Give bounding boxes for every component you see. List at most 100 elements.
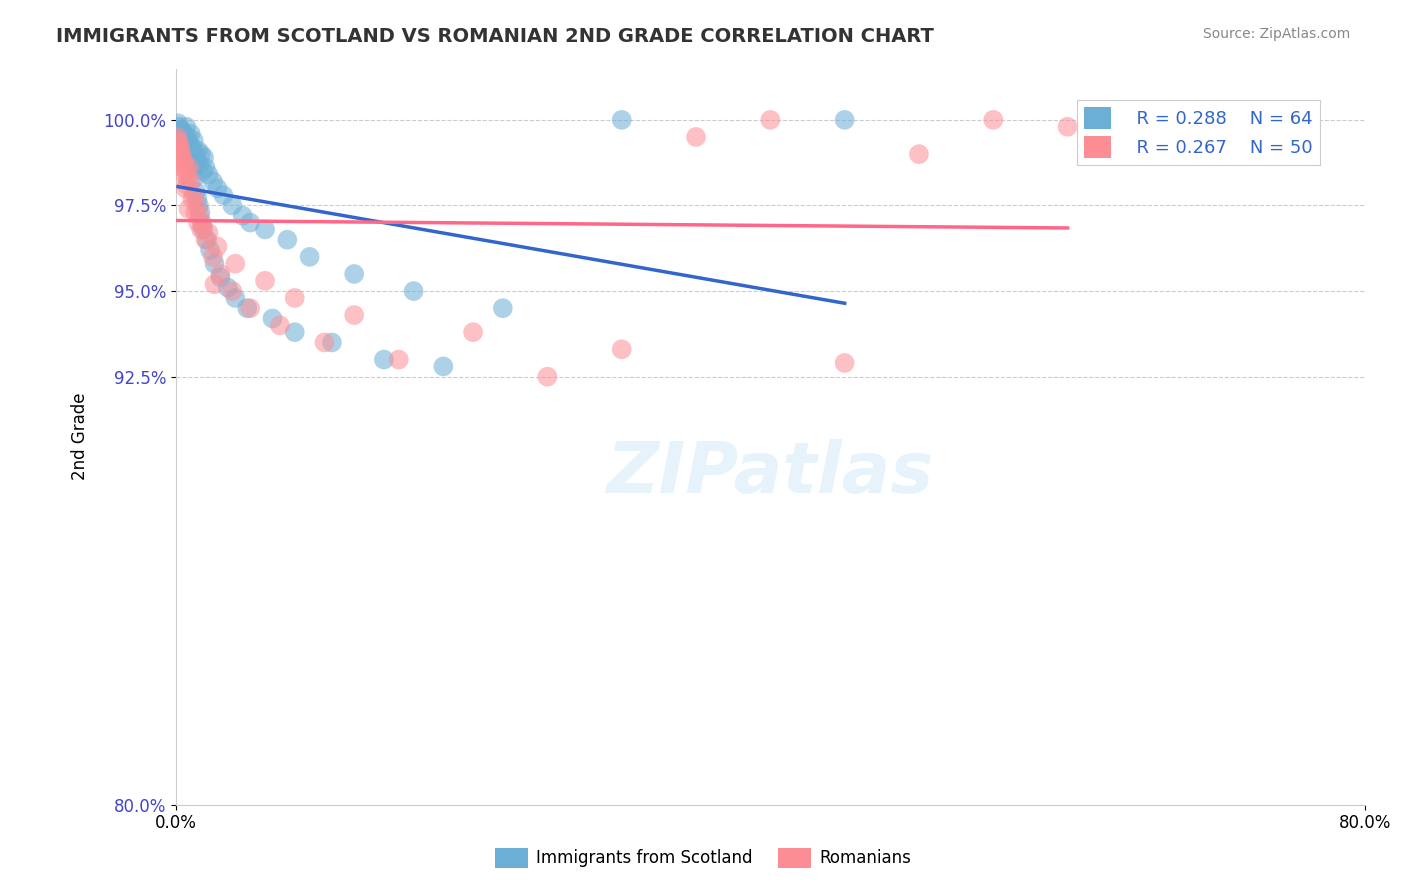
Point (194, 161, 217, 175)
Point (193, 222, 215, 236)
Point (172, 130, 194, 145)
Point (239, 216, 262, 230)
Point (190, 147, 212, 161)
Point (183, 133, 205, 147)
Point (172, 127, 194, 141)
Point (167, 136, 190, 151)
Point (402, 284, 425, 298)
Point (174, 120, 197, 134)
Point (184, 147, 207, 161)
Point (172, 153, 194, 168)
Point (834, 356, 856, 370)
Point (177, 130, 200, 145)
Point (209, 267, 232, 281)
Point (284, 325, 307, 339)
Point (187, 144, 209, 158)
Point (170, 127, 193, 141)
Point (253, 274, 276, 288)
Text: ZIPatlas: ZIPatlas (606, 439, 934, 508)
Point (173, 133, 195, 147)
Point (186, 192, 208, 206)
Point (177, 144, 200, 158)
Point (217, 280, 239, 294)
Point (169, 144, 191, 158)
Point (224, 291, 246, 305)
Point (908, 147, 931, 161)
Legend: Immigrants from Scotland, Romanians: Immigrants from Scotland, Romanians (488, 841, 918, 875)
Point (207, 181, 229, 195)
Point (170, 151, 193, 165)
Point (183, 171, 205, 186)
Point (207, 239, 229, 253)
Point (204, 257, 226, 271)
Point (180, 127, 202, 141)
Point (461, 325, 484, 339)
Point (173, 157, 195, 171)
Y-axis label: 2nd Grade: 2nd Grade (72, 392, 89, 481)
Point (187, 198, 209, 212)
Text: Source: ZipAtlas.com: Source: ZipAtlas.com (1202, 27, 1350, 41)
Point (167, 120, 190, 134)
Point (177, 202, 200, 216)
Point (169, 130, 191, 145)
Point (343, 267, 366, 281)
Point (188, 209, 211, 223)
Point (232, 209, 254, 223)
Point (373, 352, 395, 367)
Point (262, 311, 284, 326)
Point (180, 174, 202, 188)
Point (212, 188, 235, 202)
Point (167, 133, 190, 147)
Point (685, 130, 707, 145)
Point (201, 250, 224, 264)
Point (343, 308, 366, 322)
Point (177, 171, 200, 186)
Point (179, 151, 201, 165)
Point (298, 250, 321, 264)
Point (239, 301, 262, 316)
Point (610, 343, 633, 357)
Point (166, 130, 188, 145)
Point (1056, 120, 1078, 134)
Point (492, 301, 515, 316)
Point (180, 153, 202, 168)
Point (284, 291, 307, 305)
Point (191, 164, 214, 178)
Point (176, 133, 198, 147)
Point (173, 168, 195, 182)
Point (183, 188, 205, 202)
Point (173, 136, 195, 151)
Point (169, 140, 191, 154)
Point (195, 233, 218, 247)
Point (181, 192, 204, 206)
Point (188, 157, 211, 171)
Point (184, 205, 207, 219)
Point (221, 284, 243, 298)
Point (167, 116, 190, 130)
Point (186, 198, 208, 212)
Point (276, 233, 298, 247)
Point (536, 369, 558, 384)
Point (253, 222, 276, 236)
Point (191, 216, 214, 230)
Point (179, 136, 201, 151)
Point (174, 164, 197, 178)
Point (204, 277, 226, 292)
Point (193, 151, 215, 165)
Point (224, 257, 246, 271)
Point (194, 233, 217, 247)
Point (209, 270, 232, 285)
Point (321, 335, 343, 350)
Point (834, 112, 856, 127)
Point (179, 161, 201, 175)
Point (170, 123, 193, 137)
Point (314, 335, 336, 350)
Point (197, 226, 219, 240)
Point (172, 161, 194, 175)
Text: IMMIGRANTS FROM SCOTLAND VS ROMANIAN 2ND GRADE CORRELATION CHART: IMMIGRANTS FROM SCOTLAND VS ROMANIAN 2ND… (56, 27, 934, 45)
Point (190, 205, 212, 219)
Point (170, 147, 193, 161)
Point (269, 318, 291, 333)
Legend:   R = 0.288    N = 64,   R = 0.267    N = 50: R = 0.288 N = 64, R = 0.267 N = 50 (1077, 100, 1320, 165)
Point (759, 112, 782, 127)
